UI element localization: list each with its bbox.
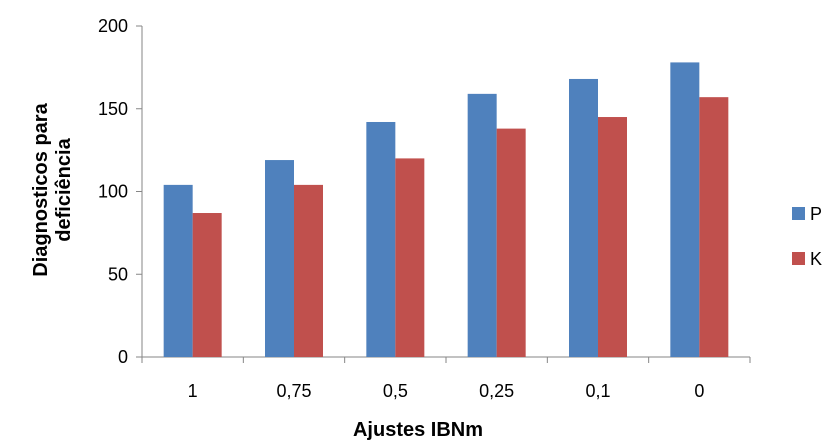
- bar-k-3: [496, 128, 526, 357]
- x-tick-label: 1: [188, 381, 198, 401]
- y-axis-title-line-1: Diagnosticos para: [30, 102, 52, 276]
- bar-p-2: [366, 121, 396, 358]
- bar-p-3: [467, 93, 497, 357]
- bar-p-1: [265, 160, 294, 357]
- y-tick-label: 100: [98, 182, 128, 202]
- x-tick-label: 0: [694, 381, 704, 401]
- bar-p-0: [163, 184, 193, 357]
- legend-label-k: K: [810, 249, 822, 269]
- legend-swatch-k: [792, 252, 805, 265]
- x-tick-label: 0,1: [585, 381, 610, 401]
- x-axis-title: Ajustes IBNm: [353, 419, 483, 441]
- y-tick-label: 0: [118, 347, 128, 367]
- legend-swatch-p: [792, 207, 805, 220]
- y-axis: 0 50 100 150 200: [98, 16, 143, 367]
- x-tick-label: 0,75: [276, 381, 311, 401]
- x-tick-label: 0,5: [383, 381, 408, 401]
- bar-k-4: [598, 117, 627, 358]
- bar-k-1: [294, 184, 323, 357]
- bar-p-5: [670, 62, 700, 357]
- bar-k-5: [699, 97, 729, 357]
- y-tick-label: 150: [98, 99, 128, 119]
- bar-k-2: [395, 158, 425, 357]
- y-axis-title: Diagnosticos para deficiência: [30, 102, 75, 276]
- y-axis-title-line-2: deficiência: [53, 137, 75, 241]
- bar-p-4: [569, 78, 598, 358]
- y-tick-label: 50: [108, 264, 128, 284]
- y-tick-label: 200: [98, 16, 128, 36]
- legend: PK: [792, 204, 822, 269]
- x-tick-label: 0,25: [479, 381, 514, 401]
- legend-label-p: P: [810, 204, 822, 224]
- bar-k-0: [192, 213, 222, 357]
- x-axis: 1 0,75 0,5 0,25 0,1 0: [141, 356, 751, 401]
- bars: [163, 62, 729, 358]
